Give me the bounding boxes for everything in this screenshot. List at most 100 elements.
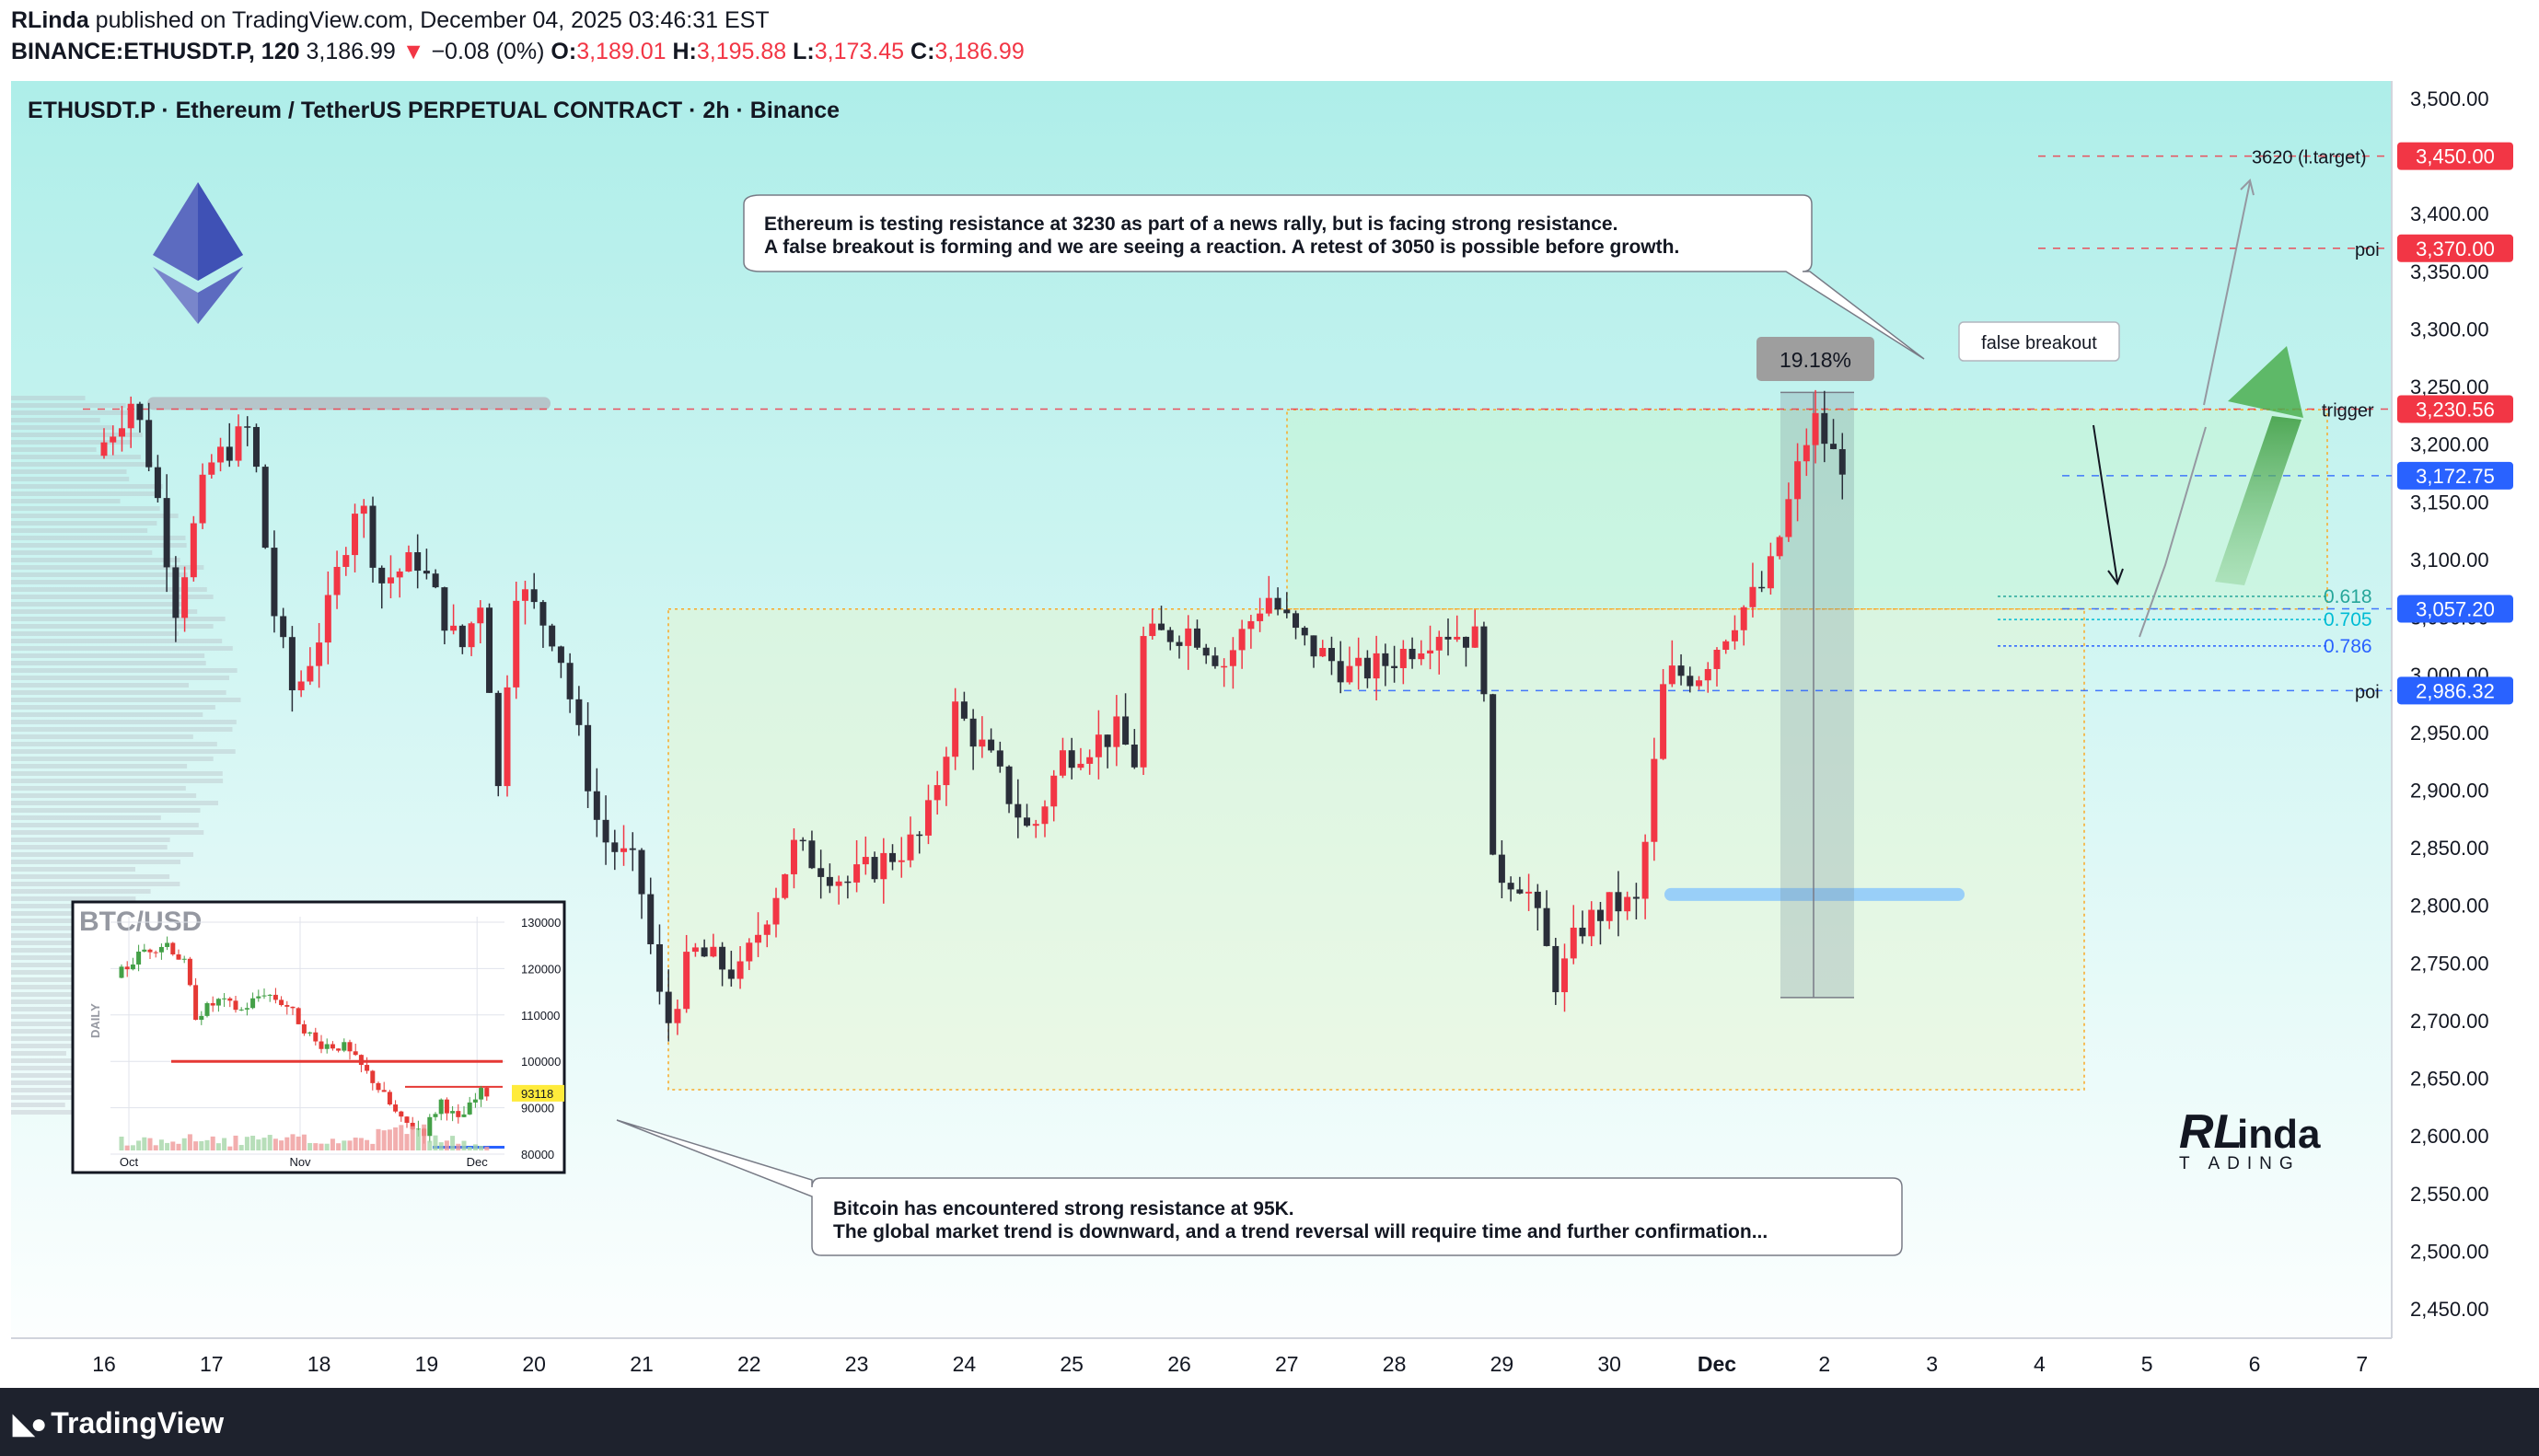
inset-candle [353,1051,358,1056]
volume-profile-bar [11,440,132,445]
candle-body [307,665,314,682]
volume-profile-bar [11,536,186,540]
date-tick: 22 [737,1352,761,1376]
candle-body [414,552,422,572]
inset-candle [233,1000,238,1011]
price-change: −0.08 (0%) [431,39,545,64]
inset-volume [387,1129,392,1150]
candle-body [710,946,717,957]
publish-text: published on TradingView.com, December 0… [95,7,770,33]
volume-profile-bar [11,1103,65,1107]
inset-candle [433,1114,438,1117]
volume-profile-bar [11,727,233,732]
candle-body [1382,653,1389,666]
inset-candle [336,1048,342,1051]
candle-body [316,642,323,666]
inset-volume [479,1146,484,1150]
volume-profile-bar [11,433,143,437]
candle-body [396,571,403,578]
candle-body [1176,641,1183,646]
inset-axes: 130000 120000 110000 100000 90000 80000 93118 O… [120,916,564,1169]
candle-body [585,724,592,792]
candle-body [880,852,887,880]
inset-candle [479,1088,484,1100]
candle-body [979,739,986,747]
inset-volume [279,1140,284,1150]
candle-body [1274,597,1281,610]
price-chart[interactable]: ETHUSDT.P · Ethereum / TetherUS PERPETUA… [0,81,2539,1388]
candle-body [549,625,556,647]
candle-body [988,739,995,751]
inset-volume [450,1136,456,1150]
author-name[interactable]: RLinda [11,7,89,33]
volume-profile-bar [11,514,179,518]
inset-candle [147,949,153,953]
volume-profile-bar [11,653,205,658]
inset-volume [272,1138,278,1150]
price-tick: 3,250.00 [2410,376,2489,399]
volume-profile-bar [11,948,107,953]
date-tick: 29 [1490,1352,1514,1376]
candle-body [755,934,762,943]
price-tick: 3,300.00 [2410,318,2489,341]
volume-profile-bar [11,676,229,680]
price-label-box [2397,461,2513,490]
candle-body [1041,806,1049,825]
inset-candle [210,1002,215,1006]
inset-volume [256,1139,261,1150]
volume-profile-bar [11,1058,104,1063]
volume-profile-bar [11,808,201,813]
candle-body [1516,889,1524,894]
candle-body [1498,854,1505,884]
symbol-label[interactable]: BINANCE:ETHUSDT.P, 120 [11,39,300,64]
candle-body [432,573,439,588]
inset-candle [256,996,261,999]
price-tick: 2,600.00 [2410,1125,2489,1148]
date-tick: 25 [1060,1352,1084,1376]
inset-date-tick: Oct [120,1155,139,1169]
candle-body [110,436,117,443]
volume-profile-bar [11,698,241,702]
close-value: 3,186.99 [934,39,1025,64]
candle-body [1068,750,1075,768]
candle-body [1283,609,1291,614]
inset-volume [210,1136,215,1150]
inset-volume [119,1136,124,1150]
inset-candle [187,958,192,986]
volume-profile-bar [11,521,157,526]
inset-volume [215,1143,221,1150]
candle-body [1731,630,1738,641]
volume-profile-bar [11,595,214,599]
inset-volume [130,1145,135,1150]
candle-body [996,750,1003,767]
volume-profile-bar [11,565,204,570]
candle-body [593,791,600,820]
candle-body [1095,734,1102,757]
candle-body [145,420,153,468]
tradingview-logo[interactable]: ◣● TradingView [13,1406,224,1440]
candle-body [1077,763,1084,768]
inset-volume [250,1136,256,1150]
inset-candle [415,1128,421,1130]
volume-profile-bar [11,602,182,607]
price-label-box [2397,395,2513,423]
volume-profile-bar [11,639,223,643]
candle-body [898,860,905,862]
candle-body [468,623,475,648]
candle-body [1588,909,1595,937]
volume-profile-bar [11,1000,81,1004]
retest-projection [2139,426,2207,638]
candle-body [1785,499,1792,537]
inset-volume [233,1135,238,1150]
candle-body [280,616,287,638]
candle-body [1238,629,1246,651]
candle-body [844,881,852,884]
inset-candle [324,1044,330,1049]
candle-body [691,947,699,953]
inset-volume [313,1143,319,1150]
btc-note-line-1: Bitcoin has encountered strong resistanc… [833,1198,1294,1219]
inset-volume [370,1143,376,1150]
volume-profile-bar [11,1044,110,1048]
candle-body [620,848,628,852]
volume-profile-bar [11,1110,92,1115]
